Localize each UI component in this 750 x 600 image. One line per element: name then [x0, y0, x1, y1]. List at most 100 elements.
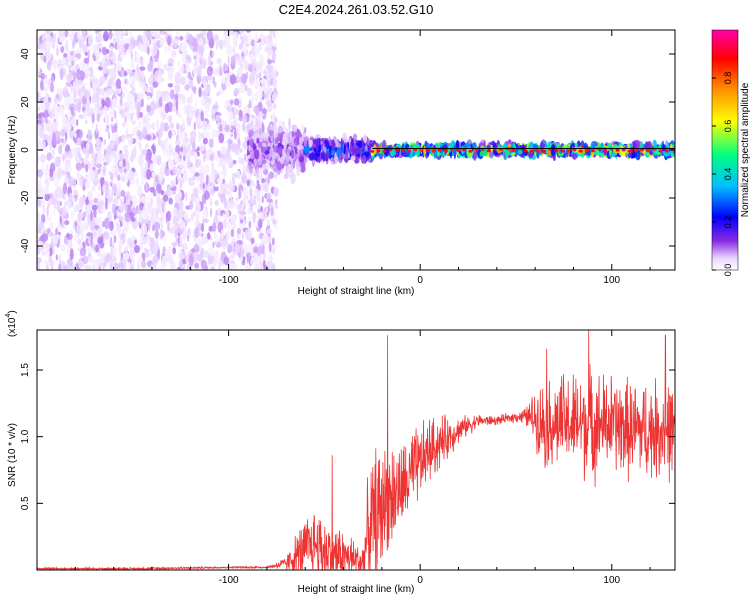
spectrogram-cell — [114, 30, 119, 38]
spectrogram-cell — [208, 247, 214, 257]
spectrogram-cell — [205, 85, 211, 94]
spectrogram-cell — [169, 89, 175, 100]
spectrogram-cell — [129, 252, 133, 261]
spectrogram-cell — [91, 113, 95, 124]
spectrogram-cell — [124, 160, 131, 172]
spectrogram-cell — [225, 99, 232, 105]
spectrogram-cell — [152, 244, 159, 255]
spectrogram-cell — [172, 165, 178, 176]
spectrogram-cell — [321, 151, 326, 161]
spectrogram-cell — [493, 142, 496, 148]
spectrogram-cell — [100, 141, 104, 150]
spectrogram-cell — [93, 106, 98, 116]
spectrogram-cell — [261, 108, 268, 115]
spectrogram-cell — [272, 219, 277, 225]
spectrogram-cell — [246, 186, 249, 199]
spectrogram-cell — [46, 264, 49, 270]
spectrogram-cell — [59, 68, 64, 81]
spectrogram-cell — [175, 140, 181, 145]
spectrogram-cell — [50, 260, 56, 266]
spectrogram-cell — [64, 220, 70, 226]
spectrogram-cell — [168, 58, 175, 66]
spectrogram-cell — [79, 129, 83, 139]
spectrogram-cell — [272, 92, 278, 100]
spectrogram-cell — [58, 37, 64, 43]
snr-series-line — [37, 330, 675, 570]
spectrogram-cell — [269, 235, 272, 242]
spectrogram-cell — [47, 202, 51, 208]
spectrogram-cell — [261, 122, 265, 135]
spectrogram-cell — [164, 30, 171, 33]
spectrogram-peak-cell — [437, 148, 442, 152]
spectrogram-cell — [49, 162, 56, 173]
spectrogram-cell — [283, 138, 287, 151]
spectrogram-cell — [147, 63, 153, 72]
spectrogram-cell — [146, 104, 152, 113]
spectrogram-cell — [214, 200, 219, 206]
spectrogram-cell — [272, 164, 277, 170]
spectrogram-cell — [164, 140, 169, 149]
spectrogram-cell — [228, 111, 234, 120]
snr-y-ticks: 0.51.01.5 — [20, 363, 675, 510]
spectrogram-cell — [303, 145, 310, 154]
spectrogram-cell — [86, 265, 93, 270]
spectrogram-cell — [105, 252, 110, 263]
spectrogram-cell — [141, 84, 148, 93]
spectrogram-cell — [133, 145, 137, 157]
spectrogram-cell — [222, 213, 226, 219]
spectrogram-cell — [147, 218, 151, 231]
spectrogram-cell — [112, 151, 117, 158]
spectrogram-cell — [233, 98, 240, 106]
spectrogram-cell — [110, 264, 113, 270]
spectrogram-peak-cell — [664, 149, 669, 153]
spectrogram-cell — [233, 143, 241, 152]
spectrogram-cell — [250, 187, 252, 198]
spectrogram-cell — [152, 189, 157, 197]
snr-background — [37, 330, 675, 570]
spectrogram-cell — [69, 248, 74, 261]
spectrogram-cell — [168, 130, 172, 139]
spectrogram-cell — [152, 42, 158, 55]
spectrogram-cell — [213, 186, 220, 192]
spectrogram-cell — [223, 103, 228, 110]
spectrogram-cell — [74, 204, 79, 213]
spectrogram-cell — [315, 152, 321, 157]
spectrogram-cell — [82, 147, 87, 154]
spectrogram-cell — [250, 39, 256, 47]
spectrogram-cell — [179, 253, 185, 260]
spectrogram-cell — [123, 101, 130, 113]
spectrogram-cell — [50, 74, 54, 85]
spectrogram-cell — [195, 111, 198, 119]
spectrogram-cell — [479, 150, 485, 157]
spectrogram-cell — [249, 194, 255, 206]
spectrogram-cell — [120, 53, 125, 60]
spectrogram-cell — [119, 41, 122, 52]
spectrogram-cell — [266, 64, 272, 71]
spectrogram-cell — [102, 165, 106, 176]
spectrogram-cell — [118, 204, 125, 211]
spectrogram-cell — [186, 263, 190, 270]
spectrogram-cell — [267, 219, 270, 227]
spectrogram-cell — [661, 144, 666, 152]
spectrogram-cell — [80, 35, 84, 47]
spectrogram-cell — [194, 158, 200, 168]
spectrogram-cell — [77, 30, 81, 40]
spectrogram-cell — [119, 108, 125, 116]
spectrogram-cell — [350, 155, 356, 161]
spectrogram-cell — [187, 160, 191, 170]
colorbar-label: Normalized spectral amplitude — [740, 82, 750, 217]
spectrogram-cell — [159, 36, 165, 48]
x-tick-label: -100 — [219, 275, 239, 286]
spectrogram-cell — [167, 185, 172, 193]
spectrogram-cell — [42, 34, 46, 40]
x-tick-label: 100 — [603, 275, 620, 286]
spectrogram-cell — [284, 148, 291, 155]
spectrogram-cell — [227, 104, 233, 113]
spectrogram-cell — [272, 103, 277, 110]
spectrogram-cell — [250, 201, 253, 213]
spectrogram-cell — [179, 163, 183, 168]
spectrogram-cell — [46, 35, 54, 43]
spectrogram-cell — [161, 260, 168, 268]
spectrogram-cell — [57, 188, 62, 200]
spectrogram-cell — [39, 102, 46, 112]
